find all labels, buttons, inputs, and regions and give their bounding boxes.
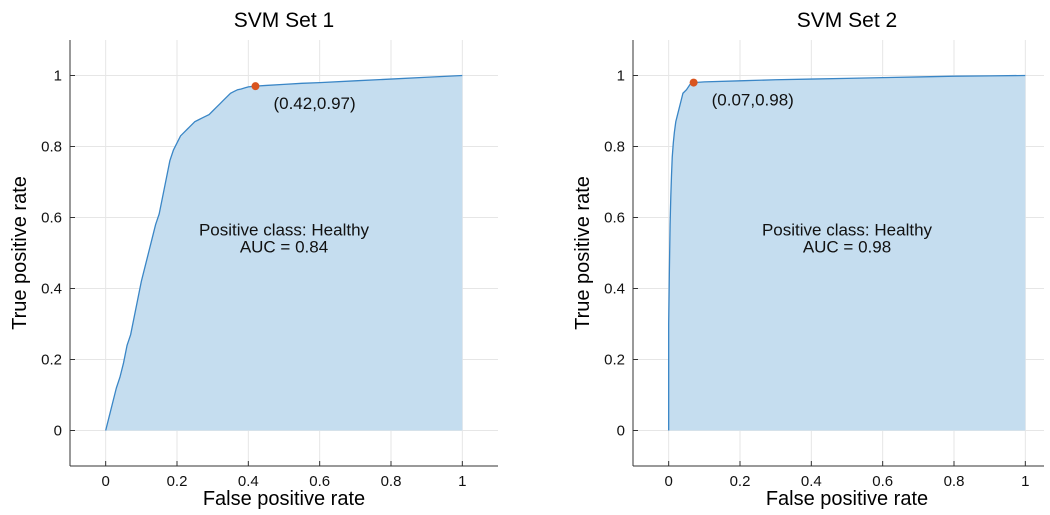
y-tick-label: 1 <box>617 68 625 85</box>
operating-point-label: (0.07,0.98) <box>712 91 794 110</box>
annotation-auc: AUC = 0.98 <box>803 237 891 256</box>
y-axis-label: True positive rate <box>9 176 31 330</box>
y-tick-label: 1 <box>54 68 62 85</box>
y-tick-label: 0 <box>617 423 625 440</box>
annotation-positive-class: Positive class: Healthy <box>762 220 933 239</box>
x-tick-label: 0 <box>101 473 109 490</box>
y-tick-label: 0.2 <box>41 352 62 369</box>
x-tick-label: 1 <box>1021 473 1029 490</box>
x-tick-label: 0.6 <box>309 473 330 490</box>
x-tick-label: 0.4 <box>238 473 259 490</box>
y-tick-label: 0.8 <box>41 139 62 156</box>
tick-labels: 0 0.2 0.4 0.6 0.8 1 0 0.2 0.4 0.6 0.8 1 <box>41 68 466 491</box>
y-tick-label: 0.6 <box>604 210 625 227</box>
x-tick-label: 0.8 <box>381 473 402 490</box>
annotation-positive-class: Positive class: Healthy <box>199 220 370 239</box>
operating-point-marker <box>251 82 260 91</box>
y-tick-label: 0.2 <box>604 352 625 369</box>
operating-point-label: (0.42,0.97) <box>273 94 355 113</box>
roc-panel-svm-set-1: 0 0.2 0.4 0.6 0.8 1 0 0.2 0.4 0.6 0.8 1 (0.42,0.97)… <box>9 9 498 510</box>
y-tick-label: 0.4 <box>41 281 62 298</box>
x-tick-label: 0.8 <box>944 473 965 490</box>
x-tick-label: 0.4 <box>801 473 822 490</box>
x-tick-label: 0.2 <box>167 473 188 490</box>
y-axis-label: True positive rate <box>572 176 594 330</box>
x-tick-label: 0 <box>664 473 672 490</box>
y-tick-label: 0.8 <box>604 139 625 156</box>
y-tick-label: 0.6 <box>41 210 62 227</box>
y-tick-label: 0.4 <box>604 281 625 298</box>
y-tick-label: 0 <box>54 423 62 440</box>
x-tick-label: 0.6 <box>872 473 893 490</box>
axes <box>69 40 498 467</box>
roc-area <box>668 75 1026 431</box>
operating-point-marker <box>689 78 698 87</box>
annotation-auc: AUC = 0.84 <box>240 237 328 256</box>
x-tick-label: 0.2 <box>730 473 751 490</box>
roc-curve <box>668 74 1026 431</box>
tick-labels: 0 0.2 0.4 0.6 0.8 1 0 0.2 0.4 0.6 0.8 1 <box>604 68 1029 491</box>
x-tick-label: 1 <box>458 473 466 490</box>
x-axis-label: False positive rate <box>203 488 365 510</box>
roc-area <box>105 75 463 431</box>
roc-panel-svm-set-2: 0 0.2 0.4 0.6 0.8 1 0 0.2 0.4 0.6 0.8 1 (0.07,0.98)… <box>572 9 1044 510</box>
x-axis-label: False positive rate <box>766 488 928 510</box>
chart-title: SVM Set 2 <box>797 9 897 32</box>
axes <box>632 40 1044 467</box>
chart-title: SVM Set 1 <box>234 9 334 32</box>
